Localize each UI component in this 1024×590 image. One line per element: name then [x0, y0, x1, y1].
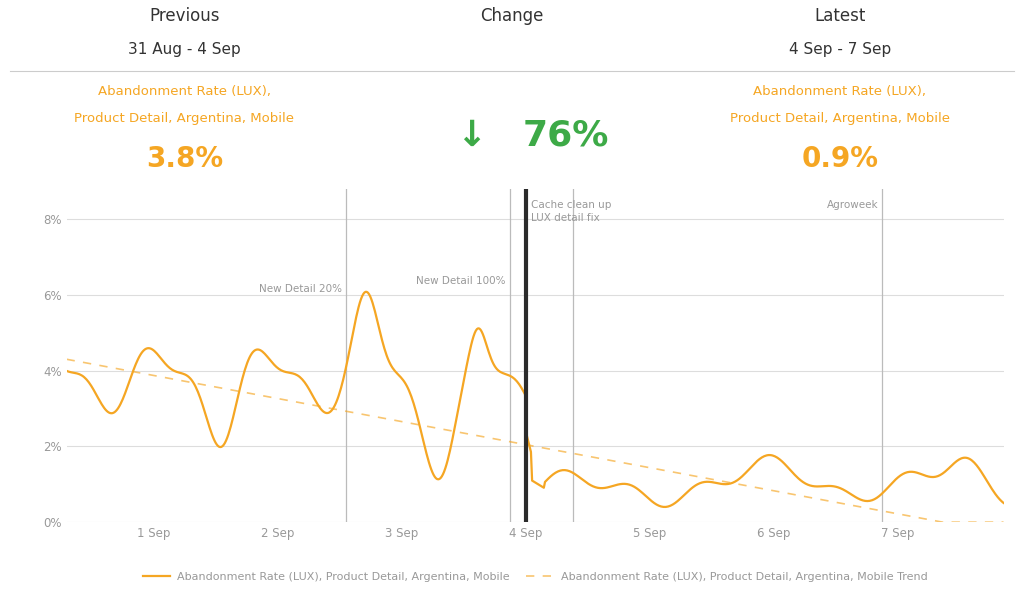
Text: Product Detail, Argentina, Mobile: Product Detail, Argentina, Mobile	[75, 112, 294, 124]
Text: ↓: ↓	[456, 119, 486, 153]
Text: 76%: 76%	[522, 119, 608, 153]
Text: Abandonment Rate (LUX),: Abandonment Rate (LUX),	[754, 85, 926, 98]
Text: Latest: Latest	[814, 7, 865, 25]
Text: Product Detail, Argentina, Mobile: Product Detail, Argentina, Mobile	[730, 112, 949, 124]
Text: 0.9%: 0.9%	[801, 145, 879, 173]
Text: 3.8%: 3.8%	[145, 145, 223, 173]
Legend: Abandonment Rate (LUX), Product Detail, Argentina, Mobile, Abandonment Rate (LUX: Abandonment Rate (LUX), Product Detail, …	[138, 568, 932, 586]
Text: Change: Change	[480, 7, 544, 25]
Text: New Detail 20%: New Detail 20%	[259, 284, 342, 293]
Text: New Detail 100%: New Detail 100%	[417, 276, 506, 286]
Text: Previous: Previous	[150, 7, 219, 25]
Text: Cache clean up
LUX detail fix: Cache clean up LUX detail fix	[530, 200, 611, 224]
Text: Abandonment Rate (LUX),: Abandonment Rate (LUX),	[98, 85, 270, 98]
Text: 4 Sep - 7 Sep: 4 Sep - 7 Sep	[788, 42, 891, 57]
Text: 31 Aug - 4 Sep: 31 Aug - 4 Sep	[128, 42, 241, 57]
Text: Agroweek: Agroweek	[826, 200, 879, 210]
